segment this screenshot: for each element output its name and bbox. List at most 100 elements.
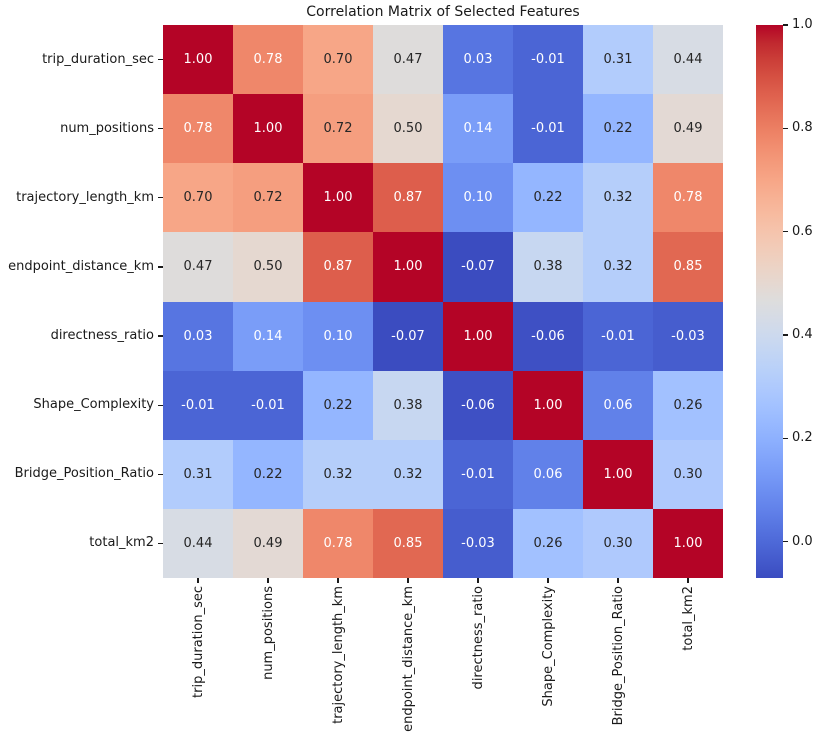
heatmap-cell: 1.00 bbox=[163, 25, 233, 95]
heatmap-cell: -0.01 bbox=[513, 25, 583, 95]
heatmap-cell: 0.14 bbox=[443, 94, 513, 164]
heatmap-cell: 0.32 bbox=[583, 232, 653, 302]
chart-title: Correlation Matrix of Selected Features bbox=[306, 4, 580, 20]
y-tick-label: total_km2 bbox=[89, 535, 154, 551]
colorbar-tick-label: 0.6 bbox=[792, 223, 813, 239]
heatmap-cell: 0.32 bbox=[583, 163, 653, 233]
heatmap-cell: 0.10 bbox=[443, 163, 513, 233]
colorbar-tick-mark bbox=[783, 127, 788, 129]
colorbar-tick-label: 1.0 bbox=[792, 17, 813, 32]
heatmap-cell: 0.22 bbox=[233, 439, 303, 509]
y-tick-mark bbox=[158, 404, 163, 406]
heatmap-cell: 0.50 bbox=[373, 94, 443, 164]
heatmap-cell: -0.07 bbox=[373, 301, 443, 371]
colorbar-tick-label: 0.0 bbox=[792, 533, 813, 549]
y-tick-mark bbox=[158, 335, 163, 337]
heatmap-cell: 0.06 bbox=[513, 439, 583, 509]
x-tick-label: num_positions bbox=[260, 586, 276, 680]
heatmap-cell: 1.00 bbox=[653, 508, 723, 578]
heatmap-cell: 0.31 bbox=[583, 25, 653, 95]
heatmap-cell: -0.01 bbox=[233, 370, 303, 440]
colorbar-tick-mark bbox=[783, 24, 788, 26]
heatmap-cell: -0.03 bbox=[443, 508, 513, 578]
y-tick-label: Shape_Complexity bbox=[33, 397, 154, 413]
heatmap-cell: 0.49 bbox=[233, 508, 303, 578]
heatmap-cell: -0.06 bbox=[513, 301, 583, 371]
heatmap-cell: 0.32 bbox=[373, 439, 443, 509]
heatmap-cell: 0.03 bbox=[163, 301, 233, 371]
x-tick-label: total_km2 bbox=[680, 586, 696, 651]
heatmap-cell: -0.01 bbox=[513, 94, 583, 164]
heatmap-cell: 0.26 bbox=[513, 508, 583, 578]
x-tick-mark bbox=[547, 578, 549, 583]
colorbar bbox=[756, 25, 783, 578]
x-tick-label: endpoint_distance_km bbox=[400, 586, 416, 732]
heatmap-cell: 0.22 bbox=[303, 370, 373, 440]
heatmap-cell: 1.00 bbox=[583, 439, 653, 509]
y-tick-label: endpoint_distance_km bbox=[8, 258, 154, 274]
colorbar-tick-label: 0.4 bbox=[792, 327, 813, 343]
heatmap-cell: 0.50 bbox=[233, 232, 303, 302]
heatmap-cell: 0.72 bbox=[233, 163, 303, 233]
heatmap-cell: 0.78 bbox=[163, 94, 233, 164]
heatmap-cell: 0.44 bbox=[163, 508, 233, 578]
y-tick-mark bbox=[158, 58, 163, 61]
x-tick-mark bbox=[267, 578, 269, 583]
heatmap-cell: 0.22 bbox=[583, 94, 653, 164]
heatmap-cell: 0.85 bbox=[373, 508, 443, 578]
heatmap-cell: 0.14 bbox=[233, 301, 303, 371]
heatmap-cell: 0.87 bbox=[373, 163, 443, 233]
x-tick-label: trajectory_length_km bbox=[330, 586, 346, 724]
heatmap-cell: -0.03 bbox=[653, 301, 723, 371]
heatmap-cell: 0.31 bbox=[163, 439, 233, 509]
heatmap-cell: 0.03 bbox=[443, 25, 513, 95]
heatmap-cell: 1.00 bbox=[443, 301, 513, 371]
colorbar-tick-mark bbox=[783, 541, 788, 543]
heatmap-cell: 1.00 bbox=[233, 94, 303, 164]
x-tick-mark bbox=[617, 578, 619, 583]
heatmap-cell: -0.06 bbox=[443, 370, 513, 440]
heatmap-cell: 0.30 bbox=[653, 439, 723, 509]
y-tick-mark bbox=[158, 542, 163, 545]
heatmap-cell: 1.00 bbox=[373, 232, 443, 302]
colorbar-tick-mark bbox=[783, 437, 788, 440]
heatmap-cell: 0.47 bbox=[163, 232, 233, 302]
colorbar-tick-mark bbox=[783, 231, 788, 233]
heatmap-cell: 1.00 bbox=[513, 370, 583, 440]
heatmap-cell: 0.85 bbox=[653, 232, 723, 302]
colorbar-tick-mark bbox=[783, 334, 788, 336]
heatmap-cell: 0.38 bbox=[373, 370, 443, 440]
colorbar-tick-label: 0.8 bbox=[792, 120, 813, 136]
heatmap-cell: 0.78 bbox=[653, 163, 723, 233]
x-tick-mark bbox=[337, 578, 339, 583]
x-tick-mark bbox=[687, 578, 689, 583]
heatmap-cell: 0.47 bbox=[373, 25, 443, 95]
x-tick-label: directness_ratio bbox=[470, 586, 486, 690]
heatmap-cell: 0.70 bbox=[163, 163, 233, 233]
colorbar-tick-label: 0.2 bbox=[792, 430, 813, 446]
y-tick-label: Bridge_Position_Ratio bbox=[14, 466, 154, 482]
heatmap-cell: 0.38 bbox=[513, 232, 583, 302]
heatmap-cell: 0.87 bbox=[303, 232, 373, 302]
x-tick-mark bbox=[477, 578, 479, 583]
heatmap-cell: 0.32 bbox=[303, 439, 373, 509]
x-tick-mark bbox=[407, 578, 409, 583]
heatmap-cell: -0.01 bbox=[163, 370, 233, 440]
heatmap-cell: 0.72 bbox=[303, 94, 373, 164]
y-tick-mark bbox=[158, 473, 163, 475]
heatmap-cell: -0.01 bbox=[443, 439, 513, 509]
heatmap-cell: 0.78 bbox=[233, 25, 303, 95]
heatmap-cell: 0.44 bbox=[653, 25, 723, 95]
heatmap-grid: 1.00 0.78 0.70 0.47 0.03 -0.01 0.31 0.44 0.78 1.0… bbox=[163, 25, 723, 578]
heatmap-cell: 0.10 bbox=[303, 301, 373, 371]
x-tick-label: Bridge_Position_Ratio bbox=[610, 586, 626, 726]
y-tick-label: directness_ratio bbox=[50, 328, 154, 344]
heatmap-cell: 0.49 bbox=[653, 94, 723, 164]
heatmap-cell: 0.06 bbox=[583, 370, 653, 440]
heatmap-cell: 0.78 bbox=[303, 508, 373, 578]
x-tick-label: trip_duration_sec bbox=[190, 586, 206, 698]
heatmap-cell: 0.30 bbox=[583, 508, 653, 578]
y-tick-label: num_positions bbox=[60, 120, 154, 136]
heatmap-cell: 0.22 bbox=[513, 163, 583, 233]
